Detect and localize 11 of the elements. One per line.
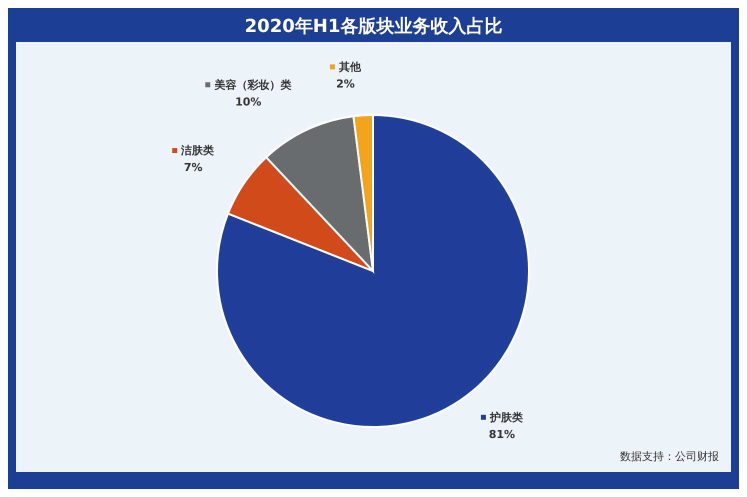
legend-label: 美容（彩妆）类 xyxy=(213,78,292,92)
data-label: 2% xyxy=(336,77,355,90)
data-label: 7% xyxy=(184,161,203,174)
pie-slice xyxy=(216,114,530,428)
legend-label: 护肤类 xyxy=(488,410,523,424)
data-label: 81% xyxy=(488,428,516,441)
legend-label: 其他 xyxy=(338,60,362,74)
text: 数据支持：公司财报 xyxy=(620,449,719,464)
data-label: 10% xyxy=(235,95,262,108)
chart-title: 2020年H1各版块业务收入占比 xyxy=(244,15,504,38)
legend-label: 洁肤类 xyxy=(180,144,214,158)
